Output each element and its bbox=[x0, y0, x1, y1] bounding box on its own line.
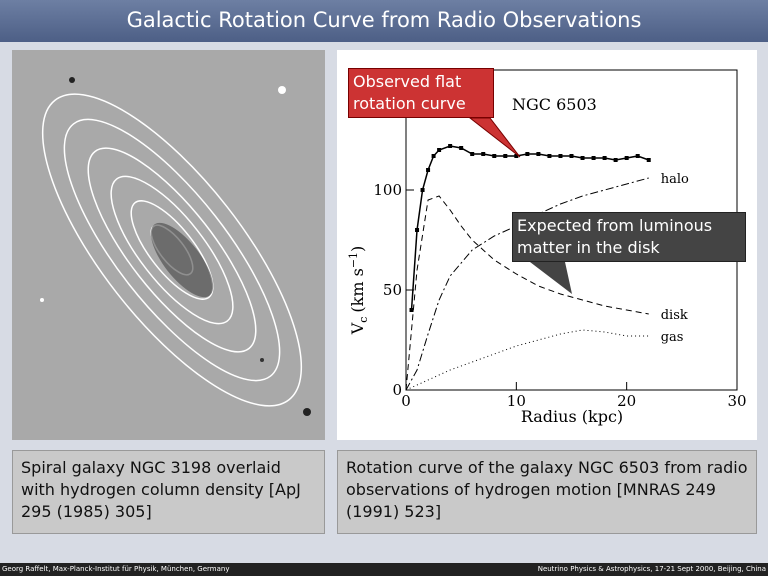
data-point bbox=[547, 154, 552, 158]
annotation-observed: Observed flat rotation curve bbox=[348, 68, 494, 118]
data-point bbox=[426, 168, 431, 172]
data-point bbox=[415, 228, 420, 232]
footer-left: Georg Raffelt, Max-Planck-Institut für P… bbox=[2, 565, 230, 573]
data-point bbox=[409, 308, 414, 312]
right-caption: Rotation curve of the galaxy NGC 6503 fr… bbox=[337, 450, 757, 534]
galaxy-photo bbox=[12, 50, 325, 440]
data-point bbox=[525, 152, 530, 156]
data-point bbox=[613, 158, 618, 162]
data-point bbox=[580, 156, 585, 160]
data-point bbox=[481, 152, 486, 156]
series-line bbox=[405, 177, 649, 391]
y-tick-label: 50 bbox=[383, 281, 402, 299]
y-tick-label: 100 bbox=[373, 181, 402, 199]
data-point bbox=[448, 144, 453, 148]
series-label: gas bbox=[661, 330, 684, 345]
y-label: Vc(km s−1) bbox=[347, 246, 370, 336]
data-point bbox=[503, 154, 508, 158]
data-point bbox=[437, 148, 442, 152]
data-point bbox=[470, 152, 475, 156]
y-tick-label: 0 bbox=[392, 381, 402, 399]
x-tick-label: 10 bbox=[507, 392, 526, 410]
data-point bbox=[459, 146, 464, 150]
data-point bbox=[569, 154, 574, 158]
slide-title: Galactic Rotation Curve from Radio Obser… bbox=[0, 0, 768, 42]
annotation-disk: Expected from luminous matter in the dis… bbox=[512, 212, 746, 262]
plot-title: NGC 6503 bbox=[512, 95, 597, 114]
data-point bbox=[624, 156, 629, 160]
data-point bbox=[602, 156, 607, 160]
footer: Georg Raffelt, Max-Planck-Institut für P… bbox=[0, 563, 768, 576]
data-point bbox=[558, 154, 563, 158]
x-tick-label: 20 bbox=[617, 392, 636, 410]
data-point bbox=[536, 152, 541, 156]
data-point bbox=[514, 154, 519, 158]
data-point bbox=[635, 154, 640, 158]
data-point bbox=[431, 154, 436, 158]
data-point bbox=[492, 154, 497, 158]
series-label: disk bbox=[661, 308, 688, 323]
data-point bbox=[646, 158, 651, 162]
left-caption: Spiral galaxy NGC 3198 overlaid with hyd… bbox=[12, 450, 325, 534]
x-tick-label: 30 bbox=[727, 392, 746, 410]
series-line bbox=[405, 195, 649, 391]
data-point bbox=[591, 156, 596, 160]
data-point bbox=[420, 188, 425, 192]
series-line bbox=[405, 329, 649, 391]
footer-right: Neutrino Physics & Astrophysics, 17-21 S… bbox=[537, 565, 766, 573]
x-tick-label: 0 bbox=[401, 392, 411, 410]
series-label: halo bbox=[661, 172, 689, 187]
x-label: Radius (kpc) bbox=[521, 407, 623, 426]
